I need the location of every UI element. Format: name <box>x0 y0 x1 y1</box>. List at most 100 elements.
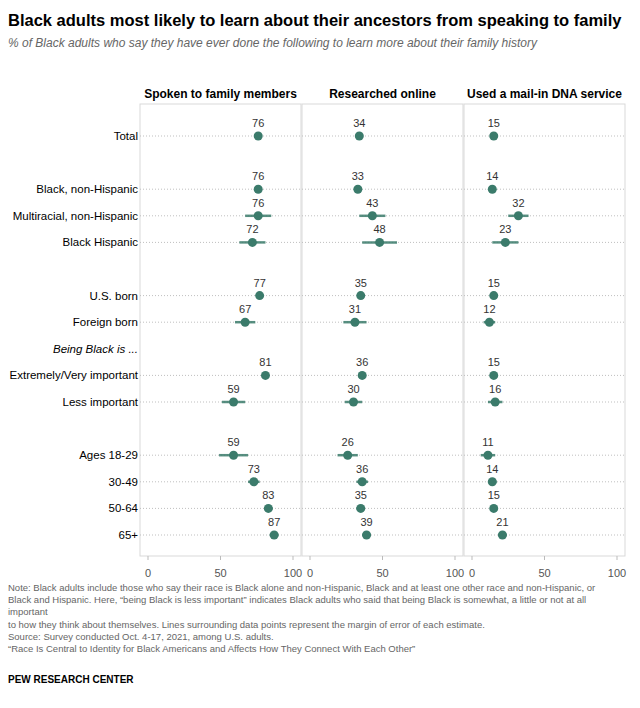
tick-label: 50 <box>376 567 388 579</box>
dot <box>248 238 257 247</box>
data-label: 32 <box>512 197 524 209</box>
row-guide <box>302 375 463 376</box>
note: Black and Hispanic. Here, “being Black i… <box>8 594 586 605</box>
note: important <box>8 606 48 617</box>
dot <box>254 185 263 194</box>
row-guide <box>464 136 625 137</box>
dot <box>501 238 510 247</box>
chart: Black adults most likely to learn about … <box>0 0 640 708</box>
data-labels: 767676727767815959738387 <box>227 117 280 528</box>
tick-mark <box>148 556 149 560</box>
dot <box>358 477 367 486</box>
row-guide <box>140 215 301 216</box>
note: “Race Is Central to Identity for Black A… <box>8 643 415 654</box>
tick-mark <box>544 556 545 560</box>
data-label: 67 <box>239 303 251 315</box>
data-label: 36 <box>356 463 368 475</box>
data-label: 11 <box>482 436 493 448</box>
row-guide <box>464 508 625 509</box>
title: Black adults most likely to learn about … <box>8 11 622 29</box>
data-label: 48 <box>373 223 385 235</box>
row-guide <box>302 322 463 323</box>
dot <box>488 185 497 194</box>
panel-frame <box>464 104 625 556</box>
credit: PEW RESEARCH CENTER <box>8 674 134 685</box>
data-labels: 151432231512151611141521 <box>482 117 524 528</box>
row-guide <box>140 455 301 456</box>
tick-label: 0 <box>307 567 313 579</box>
data-label: 39 <box>360 516 372 528</box>
data-label: 12 <box>483 303 495 315</box>
dot <box>261 371 270 380</box>
tick-mark <box>617 556 618 560</box>
data-label: 43 <box>366 197 378 209</box>
row-guide <box>140 402 301 403</box>
row-guide <box>302 215 463 216</box>
dot <box>229 451 238 460</box>
category-label: 50-64 <box>109 502 139 514</box>
tick-label: 0 <box>469 567 475 579</box>
row-guide <box>302 535 463 536</box>
row-guide <box>302 402 463 403</box>
category-label: Total <box>114 130 138 142</box>
dot <box>229 398 238 407</box>
panel-frame <box>140 104 301 556</box>
data-label: 26 <box>342 436 354 448</box>
dot <box>350 318 359 327</box>
dot <box>489 371 498 380</box>
data-label: 72 <box>246 223 258 235</box>
category-label: Foreign born <box>73 316 138 328</box>
tick-label: 50 <box>214 567 226 579</box>
row-guide <box>140 508 301 509</box>
row-guide <box>464 375 625 376</box>
tick-mark <box>220 556 221 560</box>
dot <box>343 451 352 460</box>
dot <box>483 451 492 460</box>
dot <box>264 504 273 513</box>
dot <box>489 132 498 141</box>
data-label: 77 <box>254 277 266 289</box>
note: Source: Survey conducted Oct. 4-17, 2021… <box>8 631 274 642</box>
tick-mark <box>382 556 383 560</box>
plot-area <box>302 132 463 540</box>
dot <box>356 504 365 513</box>
row-guide <box>140 242 301 243</box>
data-label: 23 <box>499 223 511 235</box>
row-guide <box>140 481 301 482</box>
data-label: 34 <box>353 117 365 129</box>
row-guide <box>464 215 625 216</box>
subtitle: % of Black adults who say they have ever… <box>8 36 538 50</box>
panel-title: Used a mail-in DNA service <box>467 87 622 101</box>
data-label: 87 <box>268 516 280 528</box>
data-label: 21 <box>496 516 508 528</box>
category-label: 30-49 <box>109 476 138 488</box>
tick-label: 100 <box>608 567 626 579</box>
dot <box>489 291 498 300</box>
data-label: 15 <box>488 356 500 368</box>
dot <box>355 132 364 141</box>
row-guide <box>140 322 301 323</box>
tick-mark <box>472 556 473 560</box>
tick-label: 50 <box>538 567 550 579</box>
dot <box>349 398 358 407</box>
row-guide <box>302 295 463 296</box>
data-labels: 343343483531363026363539 <box>342 117 386 528</box>
row-guide <box>302 189 463 190</box>
panel-title: Spoken to family members <box>144 87 297 101</box>
data-label: 14 <box>486 463 498 475</box>
group-label: Being Black is ... <box>53 343 138 355</box>
category-label: Less important <box>63 396 139 408</box>
data-label: 15 <box>488 277 500 289</box>
dot <box>254 211 263 220</box>
panel-frame <box>302 104 463 556</box>
dot <box>368 211 377 220</box>
dot <box>491 398 500 407</box>
row-guide <box>302 136 463 137</box>
dot <box>358 371 367 380</box>
dot <box>270 531 279 540</box>
dot <box>356 291 365 300</box>
category-label: 65+ <box>118 529 138 541</box>
data-label: 16 <box>489 383 501 395</box>
plot-area <box>464 132 625 540</box>
category-label: Black Hispanic <box>63 236 139 248</box>
